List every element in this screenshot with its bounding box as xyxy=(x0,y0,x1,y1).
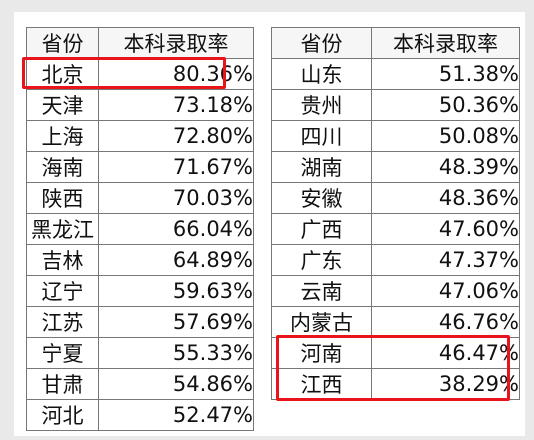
table-row: 四川 50.08% xyxy=(271,120,520,152)
rate-cell: 80.36% xyxy=(98,58,254,90)
table-row: 上海 72.80% xyxy=(26,120,254,152)
rate-cell: 46.47% xyxy=(371,337,520,369)
header-admission-rate: 本科录取率 xyxy=(371,27,520,59)
table-row: 河北 52.47% xyxy=(26,399,254,431)
table-row: 湖南 48.39% xyxy=(271,151,520,183)
province-cell: 上海 xyxy=(26,120,99,152)
province-cell: 江苏 xyxy=(26,306,99,338)
document-page: 省份 本科录取率 北京 80.36% 天津 73.18% 上海 72.80% 海南 71.67… xyxy=(14,12,525,436)
rate-cell: 47.37% xyxy=(371,244,520,276)
province-cell: 云南 xyxy=(271,275,372,307)
province-cell: 四川 xyxy=(271,120,372,152)
province-cell: 天津 xyxy=(26,89,99,121)
table-row: 安徽 48.36% xyxy=(271,182,520,214)
table-row: 贵州 50.36% xyxy=(271,89,520,121)
rate-cell: 51.38% xyxy=(371,58,520,90)
rate-cell: 66.04% xyxy=(98,213,254,245)
rate-cell: 57.69% xyxy=(98,306,254,338)
header-admission-rate: 本科录取率 xyxy=(98,27,254,59)
rate-cell: 38.29% xyxy=(371,368,520,400)
rate-cell: 72.80% xyxy=(98,120,254,152)
rate-cell: 59.63% xyxy=(98,275,254,307)
table-row: 宁夏 55.33% xyxy=(26,337,254,369)
province-cell: 河北 xyxy=(26,399,99,431)
rate-cell: 70.03% xyxy=(98,182,254,214)
province-cell: 陕西 xyxy=(26,182,99,214)
table-row: 广东 47.37% xyxy=(271,244,520,276)
header-province: 省份 xyxy=(26,27,99,59)
table-row: 辽宁 59.63% xyxy=(26,275,254,307)
rate-cell: 50.08% xyxy=(371,120,520,152)
province-cell: 宁夏 xyxy=(26,337,99,369)
table-row: 黑龙江 66.04% xyxy=(26,213,254,245)
rate-cell: 48.36% xyxy=(371,182,520,214)
province-cell: 黑龙江 xyxy=(26,213,99,245)
table-row: 天津 73.18% xyxy=(26,89,254,121)
table-row: 陕西 70.03% xyxy=(26,182,254,214)
admission-rate-table-right: 省份 本科录取率 山东 51.38% 贵州 50.36% 四川 50.08% 湖南 48.39… xyxy=(271,27,520,400)
table-row: 甘肃 54.86% xyxy=(26,368,254,400)
table-row: 河南 46.47% xyxy=(271,337,520,369)
province-cell: 甘肃 xyxy=(26,368,99,400)
rate-cell: 73.18% xyxy=(98,89,254,121)
rate-cell: 55.33% xyxy=(98,337,254,369)
rate-cell: 47.60% xyxy=(371,213,520,245)
province-cell: 贵州 xyxy=(271,89,372,121)
province-cell: 广西 xyxy=(271,213,372,245)
table-row: 内蒙古 46.76% xyxy=(271,306,520,338)
table-row: 云南 47.06% xyxy=(271,275,520,307)
admission-rate-table-left: 省份 本科录取率 北京 80.36% 天津 73.18% 上海 72.80% 海南 71.67… xyxy=(26,27,254,431)
province-cell: 湖南 xyxy=(271,151,372,183)
rate-cell: 52.47% xyxy=(98,399,254,431)
province-cell: 海南 xyxy=(26,151,99,183)
rate-cell: 50.36% xyxy=(371,89,520,121)
province-cell: 内蒙古 xyxy=(271,306,372,338)
rate-cell: 54.86% xyxy=(98,368,254,400)
rate-cell: 71.67% xyxy=(98,151,254,183)
table-row: 吉林 64.89% xyxy=(26,244,254,276)
rate-cell: 48.39% xyxy=(371,151,520,183)
table-row: 北京 80.36% xyxy=(26,58,254,90)
table-row: 江西 38.29% xyxy=(271,368,520,400)
table-row: 海南 71.67% xyxy=(26,151,254,183)
province-cell: 吉林 xyxy=(26,244,99,276)
province-cell: 辽宁 xyxy=(26,275,99,307)
province-cell: 江西 xyxy=(271,368,372,400)
table-row: 江苏 57.69% xyxy=(26,306,254,338)
table-header-row: 省份 本科录取率 xyxy=(26,27,254,59)
province-cell: 山东 xyxy=(271,58,372,90)
province-cell: 北京 xyxy=(26,58,99,90)
province-cell: 河南 xyxy=(271,337,372,369)
rate-cell: 46.76% xyxy=(371,306,520,338)
rate-cell: 64.89% xyxy=(98,244,254,276)
header-province: 省份 xyxy=(271,27,372,59)
table-row: 山东 51.38% xyxy=(271,58,520,90)
table-header-row: 省份 本科录取率 xyxy=(271,27,520,59)
province-cell: 安徽 xyxy=(271,182,372,214)
rate-cell: 47.06% xyxy=(371,275,520,307)
province-cell: 广东 xyxy=(271,244,372,276)
table-row: 广西 47.60% xyxy=(271,213,520,245)
